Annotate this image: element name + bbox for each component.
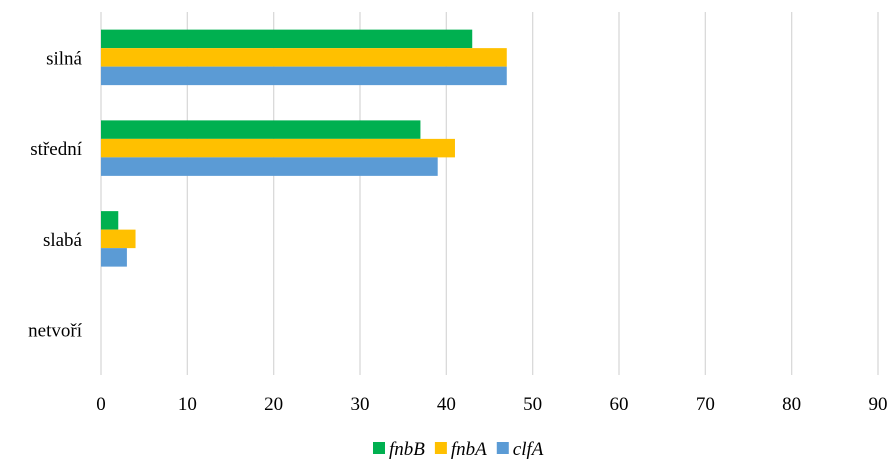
bar-fnbA-1	[101, 138, 455, 158]
legend-label-clfA: clfA	[513, 439, 544, 460]
x-tick-label-30: 30	[351, 394, 370, 415]
x-axis-tick-labels: 0 10 20 30 40 50 60 70 80 90	[96, 394, 887, 415]
x-tick-label-50: 50	[523, 394, 542, 415]
legend-label-fnbA: fnbA	[451, 439, 487, 460]
bar-clfA-2	[101, 248, 127, 267]
x-tick-label-10: 10	[178, 394, 197, 415]
legend-swatch-fnbA	[434, 442, 447, 454]
category-label-3: netvoří	[28, 321, 83, 342]
bar-fnbA-2	[101, 229, 136, 249]
x-tick-label-40: 40	[437, 394, 456, 415]
x-tick-label-0: 0	[96, 394, 106, 415]
x-tick-label-70: 70	[696, 394, 715, 415]
legend-swatch-fnbB	[373, 442, 385, 454]
bar-clfA-1	[101, 157, 438, 176]
bar-fnbB-2	[101, 211, 119, 230]
bar-fnbB-0	[101, 29, 473, 49]
legend-swatch-clfA	[496, 442, 509, 454]
x-tick-label-60: 60	[610, 394, 629, 415]
x-tick-label-20: 20	[264, 394, 283, 415]
legend: fnbB fnbA clfA	[373, 439, 544, 460]
category-label-0: silná	[46, 48, 82, 69]
x-tick-label-90: 90	[869, 394, 888, 415]
legend-label-fnbB: fnbB	[389, 439, 425, 460]
bar-clfA-0	[101, 66, 507, 86]
category-label-2: slabá	[43, 230, 83, 251]
bar-fnbB-1	[101, 120, 421, 139]
y-axis-category-labels: silná střední slabá netvoří	[28, 48, 83, 341]
category-label-1: střední	[30, 139, 82, 160]
bar-fnbA-0	[101, 48, 507, 67]
bars	[101, 29, 507, 267]
x-tick-label-80: 80	[782, 394, 801, 415]
